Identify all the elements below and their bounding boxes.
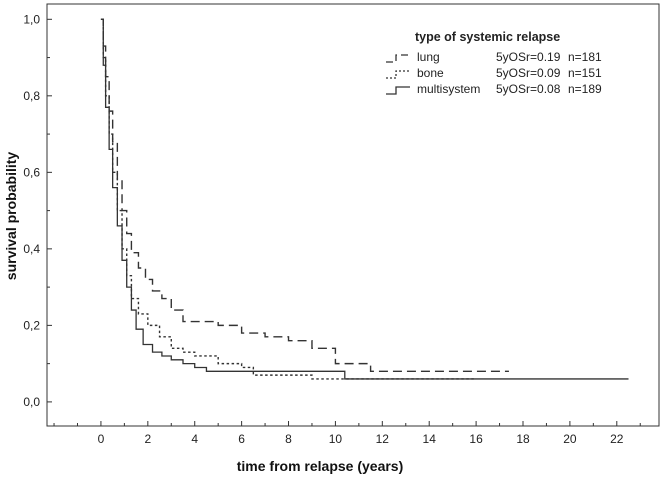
legend-stat-multisystem: 5yOSr=0.08 xyxy=(496,82,561,96)
x-tick-label: 20 xyxy=(563,432,577,446)
series-line-lung xyxy=(100,18,509,372)
legend-symbol-bone xyxy=(386,70,410,79)
x-tick-label: 2 xyxy=(144,432,151,446)
y-tick-label: 0,6 xyxy=(23,165,40,179)
x-tick-label: 16 xyxy=(469,432,483,446)
y-tick-label: 0,0 xyxy=(23,395,40,409)
x-axis: 0 2 4 6 8 10 12 14 16 18 20 22 xyxy=(53,421,641,446)
x-tick-label: 22 xyxy=(610,432,624,446)
series-layer xyxy=(100,18,629,380)
y-tick-label: 0,8 xyxy=(23,89,40,103)
legend-symbol-lung xyxy=(386,54,410,63)
legend: type of systemic relapse lung 5yOSr=0.19 n… xyxy=(386,30,602,96)
x-tick-label: 8 xyxy=(285,432,292,446)
legend-label-lung: lung xyxy=(417,50,440,64)
x-tick-label: 12 xyxy=(376,432,390,446)
y-tick-label: 0,2 xyxy=(23,318,40,332)
legend-n-multisystem: n=189 xyxy=(568,82,602,96)
x-tick-label: 10 xyxy=(329,432,343,446)
y-tick-label: 1,0 xyxy=(23,12,40,26)
y-axis: 0,0 0,2 0,4 0,6 0,8 1,0 xyxy=(23,12,52,409)
legend-n-bone: n=151 xyxy=(568,66,602,80)
legend-title: type of systemic relapse xyxy=(415,30,560,44)
legend-n-lung: n=181 xyxy=(568,50,602,64)
legend-stat-lung: 5yOSr=0.19 xyxy=(496,50,561,64)
legend-stat-bone: 5yOSr=0.09 xyxy=(496,66,561,80)
plot-frame xyxy=(46,3,660,427)
series-line-bone xyxy=(100,18,477,380)
legend-symbol-multisystem xyxy=(386,86,410,95)
legend-label-bone: bone xyxy=(417,66,444,80)
x-tick-label: 14 xyxy=(423,432,437,446)
series-line-multisystem xyxy=(100,18,629,380)
y-tick-label: 0,4 xyxy=(23,242,40,256)
x-tick-label: 0 xyxy=(98,432,105,446)
x-tick-label: 18 xyxy=(516,432,530,446)
x-axis-title: time from relapse (years) xyxy=(237,458,404,474)
x-tick-label: 6 xyxy=(238,432,245,446)
y-axis-title: survival probability xyxy=(3,152,19,281)
legend-label-multisystem: multisystem xyxy=(417,82,480,96)
x-tick-label: 4 xyxy=(191,432,198,446)
